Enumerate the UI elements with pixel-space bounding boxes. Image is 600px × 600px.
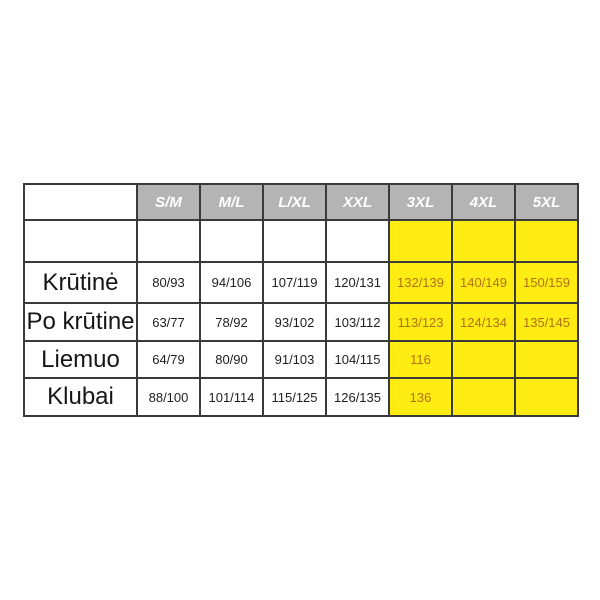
highlighted-value-cell: [514, 340, 579, 379]
value-cell: 115/125: [262, 377, 327, 417]
value-cell: 94/106: [199, 261, 264, 304]
measurement-row: Krūtinė 80/93 94/106 107/119 120/131 132/139 1…: [23, 261, 579, 304]
size-header-xxl: XXL: [325, 183, 390, 221]
size-header-4xl: 4XL: [451, 183, 516, 221]
value-cell: 80/93: [136, 261, 201, 304]
size-header-5xl: 5XL: [514, 183, 579, 221]
highlighted-value-cell: 124/134: [451, 302, 516, 342]
size-header-s-m: S/M: [136, 183, 201, 221]
measurement-row: Liemuo 64/79 80/90 91/103 104/115 116: [23, 340, 579, 379]
highlighted-value-cell: [451, 219, 516, 263]
value-cell: 80/90: [199, 340, 264, 379]
highlighted-value-cell: 132/139: [388, 261, 453, 304]
value-cell: 120/131: [325, 261, 390, 304]
highlighted-value-cell: [388, 219, 453, 263]
highlighted-value-cell: [514, 377, 579, 417]
value-cell: [262, 219, 327, 263]
highlighted-value-cell: 116: [388, 340, 453, 379]
highlighted-value-cell: [514, 219, 579, 263]
row-label: Krūtinė: [23, 261, 138, 304]
size-header-3xl: 3XL: [388, 183, 453, 221]
value-cell: 103/112: [325, 302, 390, 342]
highlighted-value-cell: 140/149: [451, 261, 516, 304]
value-cell: 101/114: [199, 377, 264, 417]
highlighted-value-cell: 150/159: [514, 261, 579, 304]
header-row: S/M M/L L/XL XXL 3XL 4XL 5XL: [23, 183, 579, 221]
highlighted-value-cell: [451, 377, 516, 417]
value-cell: 93/102: [262, 302, 327, 342]
value-cell: 64/79: [136, 340, 201, 379]
measurement-row: Klubai 88/100 101/114 115/125 126/135 136: [23, 377, 579, 417]
value-cell: 126/135: [325, 377, 390, 417]
row-label: Po krūtine: [23, 302, 138, 342]
highlighted-value-cell: 135/145: [514, 302, 579, 342]
value-cell: 91/103: [262, 340, 327, 379]
corner-cell: [23, 183, 138, 221]
size-chart-body: Krūtinė 80/93 94/106 107/119 120/131 132/139 1…: [23, 219, 579, 417]
row-label: Klubai: [23, 377, 138, 417]
value-cell: 88/100: [136, 377, 201, 417]
value-cell: 107/119: [262, 261, 327, 304]
highlighted-value-cell: [451, 340, 516, 379]
value-cell: 104/115: [325, 340, 390, 379]
spacer-row: [23, 219, 579, 263]
measurement-row: Po krūtine 63/77 78/92 93/102 103/112 113/123…: [23, 302, 579, 342]
row-label: Liemuo: [23, 340, 138, 379]
size-chart-table: S/M M/L L/XL XXL 3XL 4XL 5XL Krūtinė 80/93 94/10…: [23, 183, 579, 417]
value-cell: 78/92: [199, 302, 264, 342]
highlighted-value-cell: 113/123: [388, 302, 453, 342]
size-chart-header: S/M M/L L/XL XXL 3XL 4XL 5XL: [23, 183, 579, 221]
size-header-m-l: M/L: [199, 183, 264, 221]
value-cell: [199, 219, 264, 263]
value-cell: [136, 219, 201, 263]
highlighted-value-cell: 136: [388, 377, 453, 417]
size-header-l-xl: L/XL: [262, 183, 327, 221]
row-label: [23, 219, 138, 263]
value-cell: 63/77: [136, 302, 201, 342]
value-cell: [325, 219, 390, 263]
